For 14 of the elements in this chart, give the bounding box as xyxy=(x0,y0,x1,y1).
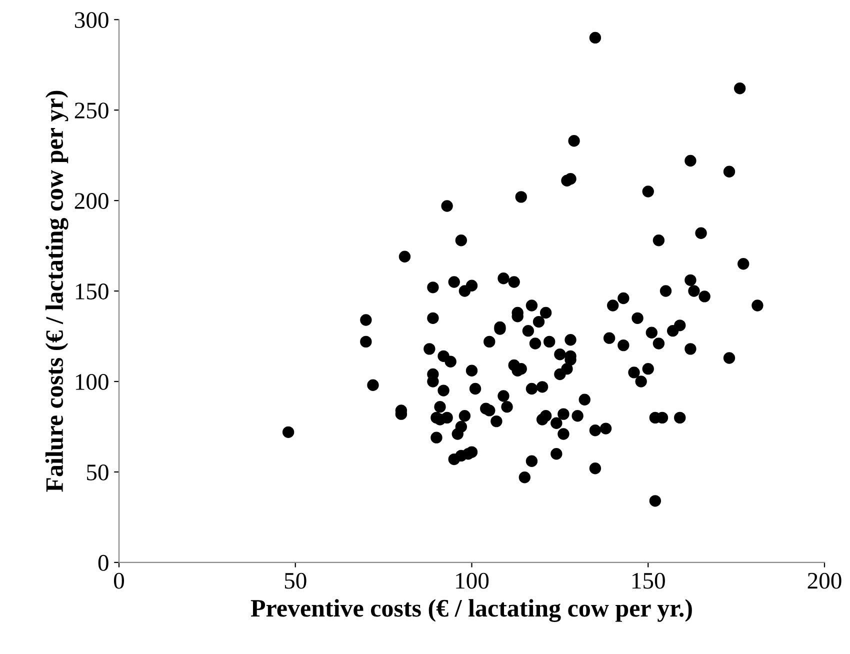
y-tick-label: 100 xyxy=(76,374,108,390)
y-tick-label: 0 xyxy=(98,554,108,571)
x-axis-title: Preventive costs (€ / lactating cow per yr.) xyxy=(250,599,692,622)
x-tick-label: 50 xyxy=(284,572,306,589)
y-tick-label: 50 xyxy=(87,464,108,480)
y-tick-label: 200 xyxy=(74,193,108,209)
x-tick-label: 200 xyxy=(808,572,842,589)
x-tick-label: 150 xyxy=(632,572,665,589)
y-axis-title: Failure costs (€ / lactating cow per yr) xyxy=(45,90,68,492)
y-tick-label: 150 xyxy=(76,284,108,300)
y-tick-label: 300 xyxy=(74,12,108,28)
y-tick-label: 250 xyxy=(74,102,108,119)
x-tick-label: 100 xyxy=(456,572,489,589)
x-tick-label: 0 xyxy=(114,572,124,589)
